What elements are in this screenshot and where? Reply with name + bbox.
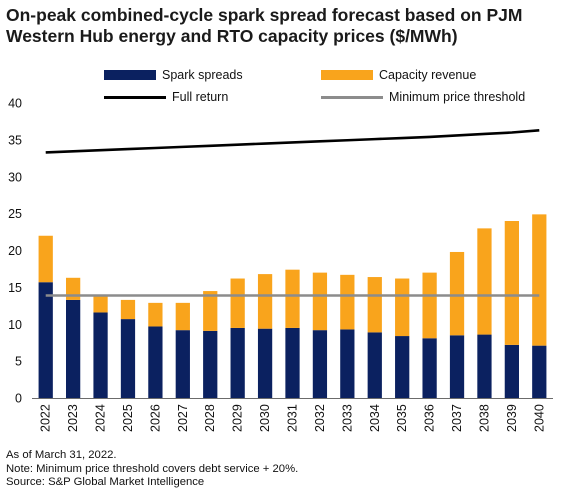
y-tick-label: 40 <box>8 97 22 111</box>
x-tick-label: 2040 <box>532 404 546 432</box>
x-tick-label: 2030 <box>258 404 272 432</box>
bar-spark-spreads <box>175 330 190 398</box>
bar-capacity-revenue <box>477 228 492 335</box>
y-tick-label: 5 <box>15 355 22 369</box>
x-tick-label: 2028 <box>203 404 217 432</box>
bar-spark-spreads <box>120 319 136 398</box>
y-tick-label: 10 <box>8 318 22 332</box>
y-tick-label: 0 <box>15 392 22 406</box>
x-tick-label: 2032 <box>313 404 327 432</box>
bar-spark-spreads <box>395 336 410 398</box>
note-source: Source: S&P Global Market Intelligence <box>6 476 205 488</box>
bar-capacity-revenue <box>422 272 437 339</box>
bar-spark-spreads <box>230 327 245 398</box>
bar-spark-spreads <box>66 299 81 398</box>
bar-capacity-revenue <box>120 299 136 320</box>
bar-spark-spreads <box>340 329 355 398</box>
x-tick-label: 2022 <box>39 404 53 432</box>
x-tick-label: 2039 <box>505 404 519 432</box>
x-tick-label: 2024 <box>94 404 108 432</box>
bar-capacity-revenue <box>285 269 300 328</box>
bar-capacity-revenue <box>367 277 382 333</box>
bar-capacity-revenue <box>449 251 465 336</box>
bar-capacity-revenue <box>175 302 190 331</box>
bar-capacity-revenue <box>504 221 519 345</box>
x-tick-label: 2027 <box>176 404 190 432</box>
y-tick-label: 35 <box>8 133 22 147</box>
bar-spark-spreads <box>285 327 300 398</box>
bar-capacity-revenue <box>532 214 547 346</box>
bar-capacity-revenue <box>148 302 163 327</box>
bar-spark-spreads <box>477 334 492 398</box>
bar-capacity-revenue <box>230 278 245 328</box>
bar-spark-spreads <box>449 335 465 398</box>
bar-spark-spreads <box>148 326 163 398</box>
x-tick-label: 2035 <box>395 404 409 432</box>
bar-capacity-revenue <box>257 274 273 329</box>
line-full-return <box>45 128 540 154</box>
bar-spark-spreads <box>504 344 519 398</box>
bar-capacity-revenue <box>93 295 108 313</box>
x-tick-label: 2033 <box>340 404 354 432</box>
bar-spark-spreads <box>257 328 273 398</box>
x-tick-label: 2025 <box>121 404 135 432</box>
bar-spark-spreads <box>38 282 53 398</box>
x-tick-label: 2038 <box>477 404 491 432</box>
x-tick-label: 2023 <box>66 404 80 432</box>
x-tick-label: 2026 <box>148 404 162 432</box>
chart-notes: As of March 31, 2022. Note: Minimum pric… <box>6 449 298 490</box>
note-threshold: Note: Minimum price threshold covers deb… <box>6 462 299 475</box>
bar-spark-spreads <box>312 330 328 398</box>
bar-spark-spreads <box>93 312 108 398</box>
bar-spark-spreads <box>367 332 382 398</box>
bar-capacity-revenue <box>340 274 355 330</box>
bar-capacity-revenue <box>312 272 328 331</box>
bar-capacity-revenue <box>395 278 410 337</box>
bar-spark-spreads <box>422 338 437 398</box>
y-tick-label: 15 <box>8 281 22 295</box>
x-tick-label: 2037 <box>450 404 464 432</box>
x-tick-label: 2034 <box>368 404 382 432</box>
bar-capacity-revenue <box>38 235 53 283</box>
bar-capacity-revenue <box>203 291 218 331</box>
x-tick-label: 2036 <box>423 404 437 432</box>
x-tick-label: 2031 <box>286 404 300 432</box>
bar-spark-spreads <box>532 345 547 398</box>
y-tick-label: 20 <box>8 244 22 258</box>
y-tick-label: 25 <box>8 207 22 221</box>
bar-spark-spreads <box>203 330 218 398</box>
note-as-of: As of March 31, 2022. <box>6 449 117 461</box>
chart-title: On-peak combined-cycle spark spread fore… <box>6 5 523 46</box>
y-tick-label: 30 <box>8 170 22 184</box>
x-tick-label: 2029 <box>231 404 245 432</box>
